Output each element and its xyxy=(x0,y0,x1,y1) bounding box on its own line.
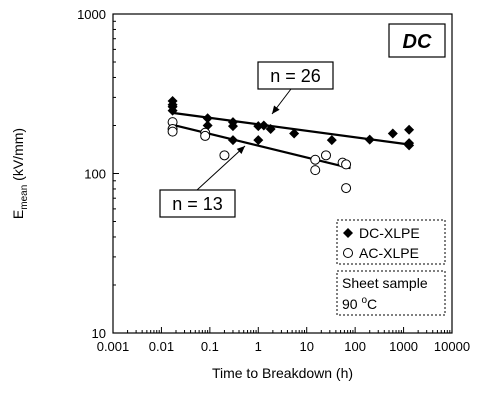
point-dc-xlpe xyxy=(404,140,415,151)
legend-label: AC-XLPE xyxy=(359,245,419,261)
point-dc-xlpe xyxy=(227,135,238,146)
fit-line-ac-xlpe xyxy=(172,123,351,170)
annotations: n = 26 n = 13 xyxy=(159,61,334,218)
dc-label-box xyxy=(388,23,446,58)
legend-marker-ac-xlpe xyxy=(343,248,353,258)
annotation-arrow xyxy=(196,145,246,191)
point-dc-xlpe xyxy=(364,134,375,145)
legend-label: DC-XLPE xyxy=(359,225,420,241)
x-tick-label: 1000 xyxy=(389,339,418,354)
annotation-box xyxy=(257,61,334,90)
y-tick-label: 100 xyxy=(84,167,106,182)
point-dc-xlpe xyxy=(289,128,300,139)
point-dc-xlpe xyxy=(227,121,238,132)
x-axis-title: Time to Breakdown (h) xyxy=(212,365,353,381)
annotation-text: n = 26 xyxy=(270,66,321,86)
dc-label: DC xyxy=(403,31,432,53)
legend: DC-XLPE AC-XLPE xyxy=(336,219,446,265)
point-ac-xlpe xyxy=(200,130,211,141)
point-dc-xlpe xyxy=(326,135,337,146)
x-tick-label: 0.1 xyxy=(201,339,219,354)
x-tick-labels: 0.001 0.01 0.1 1 10 100 1000 10000 xyxy=(97,339,470,354)
x-tick-label: 0.01 xyxy=(149,339,174,354)
point-dc-xlpe xyxy=(202,113,213,124)
x-tick-label: 10000 xyxy=(434,339,470,354)
point-ac-xlpe xyxy=(341,159,352,170)
sample-note-line1: Sheet sample xyxy=(342,275,428,291)
legend-marker-dc-xlpe xyxy=(343,228,353,238)
axis-ticks xyxy=(112,20,453,334)
point-ac-xlpe xyxy=(341,183,352,194)
y-axis-title-main: E xyxy=(10,210,26,219)
point-dc-xlpe xyxy=(167,105,178,116)
y-tick-label: 10 xyxy=(92,326,106,341)
point-ac-xlpe xyxy=(219,150,230,161)
sample-note-degree: o xyxy=(361,295,367,306)
x-tick-label: 0.001 xyxy=(97,339,130,354)
point-ac-xlpe xyxy=(320,150,331,161)
y-tick-label: 1000 xyxy=(77,7,106,22)
y-tick-labels: 10 100 1000 xyxy=(77,7,106,341)
point-ac-xlpe xyxy=(310,154,321,165)
point-ac-xlpe xyxy=(310,165,321,176)
point-dc-xlpe xyxy=(258,120,269,131)
arrowhead xyxy=(272,105,280,114)
sample-note-box xyxy=(336,270,446,316)
point-ac-xlpe xyxy=(167,126,178,137)
point-dc-xlpe xyxy=(265,124,276,135)
annotation-box xyxy=(159,189,236,218)
data-markers xyxy=(167,95,415,194)
point-dc-xlpe xyxy=(404,124,415,135)
y-axis-title-subscript: mean xyxy=(19,185,30,210)
sample-note-temp: 90 xyxy=(342,296,361,312)
sample-note-unit: C xyxy=(367,296,377,312)
point-dc-xlpe xyxy=(253,135,264,146)
x-tick-label: 10 xyxy=(299,339,313,354)
x-tick-label: 1 xyxy=(255,339,262,354)
y-axis-title: Emean (kV/mm) xyxy=(10,128,30,219)
arrowhead xyxy=(236,146,245,154)
legend-box xyxy=(336,219,446,265)
sample-note-line2: 90 oC xyxy=(342,295,377,312)
x-tick-label: 100 xyxy=(344,339,366,354)
annotation-text: n = 13 xyxy=(172,194,223,214)
y-axis-title-unit: (kV/mm) xyxy=(10,128,26,185)
point-dc-xlpe xyxy=(387,128,398,139)
